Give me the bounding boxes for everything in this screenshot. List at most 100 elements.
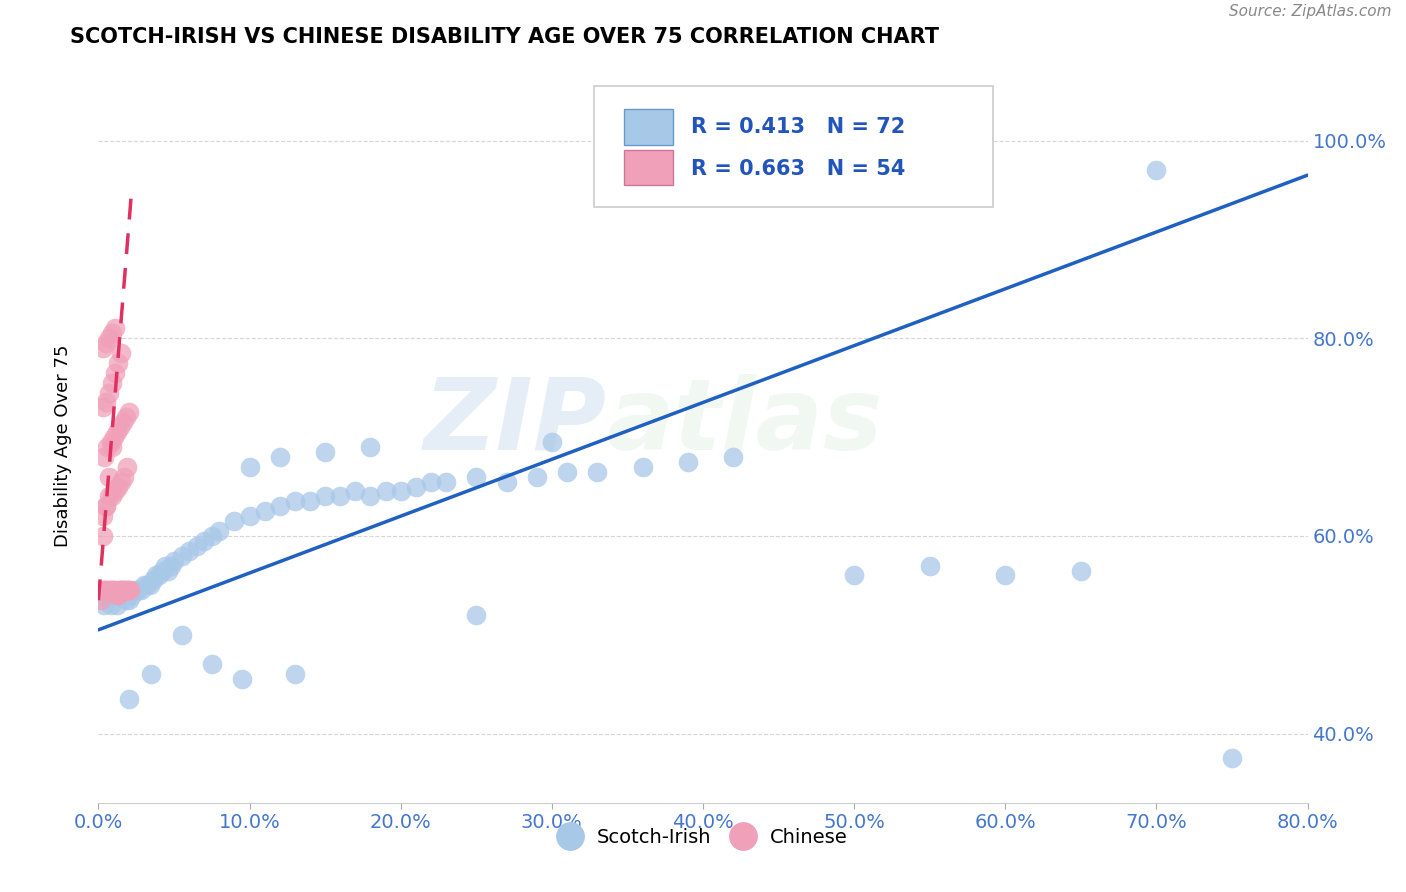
Point (91, 341, 114, 355)
Point (420, 475, 443, 489)
Point (145, 568, 167, 582)
Point (139, 578, 162, 592)
Text: atlas: atlas (606, 374, 883, 471)
Point (186, 539, 208, 553)
Point (118, 405, 141, 419)
Point (676, 455, 699, 469)
Point (193, 533, 215, 548)
Point (111, 583, 134, 598)
Point (114, 583, 136, 598)
Point (93, 583, 115, 598)
Point (129, 583, 152, 598)
Point (120, 583, 142, 598)
Point (314, 489, 336, 503)
Point (91, 509, 114, 524)
Point (104, 321, 127, 335)
Point (104, 366, 127, 380)
Point (224, 514, 246, 528)
Point (104, 583, 127, 598)
Point (269, 500, 291, 514)
Point (91, 529, 114, 543)
FancyBboxPatch shape (624, 150, 672, 185)
Point (299, 494, 322, 508)
Point (107, 588, 129, 602)
Point (100, 435, 122, 450)
Text: R = 0.663   N = 54: R = 0.663 N = 54 (690, 159, 905, 178)
Point (108, 420, 131, 434)
Point (284, 494, 307, 508)
Point (112, 583, 135, 598)
Point (170, 628, 193, 642)
Text: Disability Age Over 75: Disability Age Over 75 (55, 344, 72, 548)
Point (540, 435, 562, 450)
Point (101, 489, 124, 503)
Point (101, 440, 124, 454)
Point (141, 667, 163, 681)
Point (1220, 751, 1243, 765)
Point (107, 356, 129, 370)
Point (90, 593, 112, 607)
Point (434, 475, 457, 489)
Point (994, 568, 1017, 582)
Point (96, 588, 118, 602)
Point (360, 489, 382, 503)
Point (115, 459, 138, 474)
Point (170, 549, 193, 563)
Point (105, 425, 128, 439)
Point (344, 484, 367, 499)
Point (105, 598, 128, 612)
Point (98, 331, 121, 345)
Point (231, 672, 253, 686)
Point (844, 568, 866, 582)
Point (142, 574, 165, 588)
Point (526, 469, 548, 483)
Point (94, 336, 117, 351)
Point (107, 479, 129, 493)
Point (101, 326, 124, 341)
Point (269, 450, 291, 464)
Point (1070, 564, 1092, 578)
Point (586, 465, 609, 479)
Point (150, 564, 173, 578)
Point (98, 489, 121, 503)
Point (94, 500, 117, 514)
Point (208, 524, 231, 538)
Point (253, 504, 276, 518)
Point (495, 475, 517, 489)
Point (115, 583, 138, 598)
Point (98, 583, 121, 598)
Point (104, 484, 127, 499)
Point (101, 583, 124, 598)
Point (465, 607, 488, 622)
Point (93, 598, 115, 612)
Point (112, 469, 135, 483)
Point (118, 583, 141, 598)
Point (723, 450, 745, 464)
Point (179, 543, 201, 558)
Point (110, 583, 132, 598)
Point (374, 484, 396, 499)
FancyBboxPatch shape (624, 110, 672, 145)
Point (121, 588, 143, 602)
Point (111, 415, 134, 429)
Point (1144, 163, 1167, 178)
Point (239, 459, 262, 474)
Point (103, 430, 125, 444)
Point (93, 450, 115, 464)
Point (108, 583, 131, 598)
Point (94, 395, 117, 409)
Text: SCOTCH-IRISH VS CHINESE DISABILITY AGE OVER 75 CORRELATION CHART: SCOTCH-IRISH VS CHINESE DISABILITY AGE O… (70, 27, 939, 46)
Point (239, 509, 262, 524)
Point (160, 558, 183, 573)
Point (918, 558, 941, 573)
FancyBboxPatch shape (595, 86, 993, 207)
Point (110, 346, 132, 360)
Point (148, 568, 170, 582)
Point (118, 593, 141, 607)
Point (555, 465, 578, 479)
Point (132, 578, 155, 592)
Point (114, 410, 136, 425)
Point (96, 583, 118, 598)
Point (103, 583, 125, 598)
Point (284, 667, 307, 681)
